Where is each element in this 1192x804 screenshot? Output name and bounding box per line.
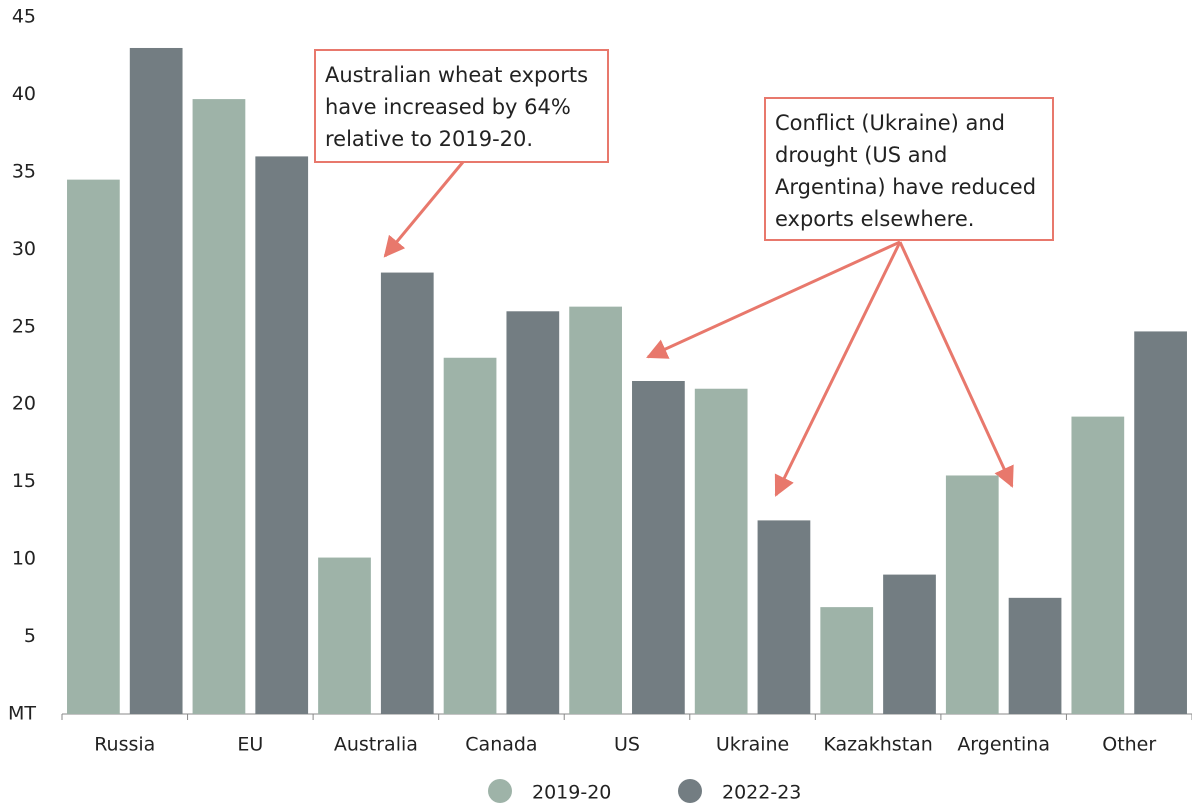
annotation-text: exports elsewhere. <box>775 207 974 231</box>
y-tick-label: 30 <box>12 238 36 260</box>
bar <box>945 475 999 714</box>
arrows <box>383 161 1014 497</box>
x-tick-label: Kazakhstan <box>823 734 932 756</box>
bar <box>380 272 434 714</box>
annotation-text: Argentina) have reduced <box>775 175 1036 199</box>
annotation-box <box>314 49 609 163</box>
legend-label: 2019-20 <box>532 782 611 804</box>
x-tick-label: Ukraine <box>716 734 789 756</box>
annotation-text: relative to 2019-20. <box>325 127 533 151</box>
y-tick-label: 25 <box>12 315 36 337</box>
x-tick-label: Other <box>1102 734 1156 756</box>
bar <box>192 99 246 714</box>
annotation-text: drought (US and <box>775 143 947 167</box>
bar <box>255 156 309 714</box>
y-tick-label: MT <box>8 703 36 725</box>
bar <box>67 179 120 715</box>
legend-swatch <box>488 779 512 803</box>
y-tick-label: 15 <box>12 470 36 492</box>
x-tick-label: Australia <box>334 734 418 756</box>
bar <box>506 311 560 714</box>
arrow <box>383 161 465 258</box>
arrow <box>646 240 901 359</box>
x-tick-label: EU <box>237 734 263 756</box>
bar <box>129 47 183 714</box>
y-tick-label: 40 <box>12 83 36 105</box>
bar <box>569 306 622 714</box>
arrow <box>898 241 1014 488</box>
bar <box>694 388 748 714</box>
y-tick-label: 20 <box>12 393 36 415</box>
legend-swatch <box>678 779 702 803</box>
bar <box>318 557 371 714</box>
annotation-text: have increased by 64% <box>325 95 571 119</box>
bar <box>632 380 685 714</box>
x-tick-label: Argentina <box>957 734 1050 756</box>
annotation-text: Australian wheat exports <box>325 63 588 87</box>
y-tick-label: 35 <box>12 160 36 182</box>
bar <box>820 607 874 714</box>
bar <box>1134 331 1187 714</box>
bar <box>443 357 497 714</box>
x-tick-label: Canada <box>465 734 537 756</box>
bar <box>757 520 811 714</box>
legend-label: 2022-23 <box>722 782 801 804</box>
x-tick-label: US <box>614 734 640 756</box>
annotation: Conflict (Ukraine) and drought (US and Arg… <box>764 97 1054 241</box>
bar <box>1008 597 1062 714</box>
bar <box>883 574 936 714</box>
arrow <box>774 241 902 497</box>
y-tick-label: 45 <box>12 6 36 28</box>
y-tick-label: 5 <box>24 625 36 647</box>
y-tick-label: 10 <box>12 548 36 570</box>
x-tick-label: Russia <box>94 734 155 756</box>
bar <box>1071 416 1125 714</box>
annotation: Australian wheat exports have increased b… <box>314 49 609 163</box>
annotation-text: Conflict (Ukraine) and <box>775 111 1005 135</box>
annotation-box <box>764 97 1054 241</box>
